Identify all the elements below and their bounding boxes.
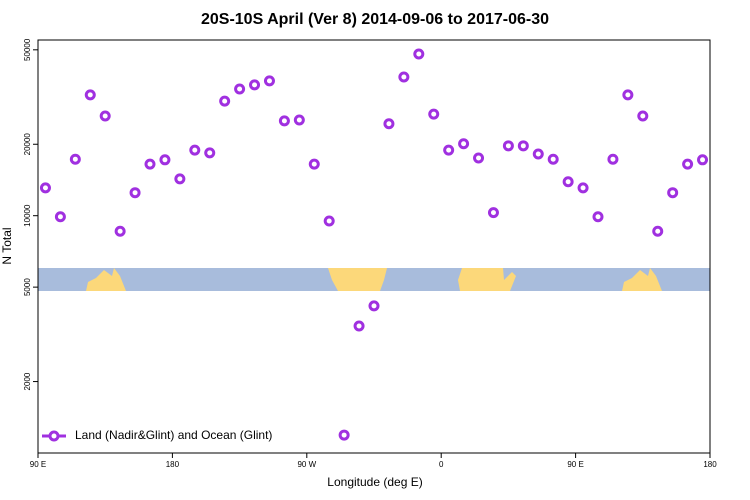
data-point — [129, 187, 141, 199]
y-tick-label: 5000 — [23, 278, 32, 296]
y-axis-label: N Total — [0, 227, 14, 264]
data-point — [323, 215, 335, 227]
data-point — [532, 148, 544, 160]
y-tick-label: 20000 — [23, 133, 32, 156]
y-tick-label: 2000 — [23, 372, 32, 390]
data-point — [398, 71, 410, 83]
land — [328, 268, 387, 291]
data-point — [592, 211, 604, 223]
data-point — [114, 225, 126, 237]
land — [458, 268, 516, 291]
data-point — [637, 110, 649, 122]
data-point — [338, 429, 350, 441]
data-point — [54, 211, 66, 223]
data-point — [562, 176, 574, 188]
data-point — [219, 95, 231, 107]
data-point — [69, 153, 81, 165]
data-point — [249, 79, 261, 91]
data-point — [353, 320, 365, 332]
legend-label: Land (Nadir&Glint) and Ocean (Glint) — [75, 428, 272, 442]
data-point — [682, 158, 694, 170]
land-ocean-map — [38, 268, 710, 291]
plot-frame — [37, 39, 711, 454]
data-point — [84, 89, 96, 101]
data-point — [473, 152, 485, 164]
x-axis-label: Longitude (deg E) — [327, 475, 422, 489]
x-tick-label: 90 E — [567, 460, 583, 469]
data-point — [383, 118, 395, 130]
y-tick-label: 50000 — [23, 38, 32, 61]
data-point — [652, 225, 664, 237]
data-point — [263, 75, 275, 87]
data-point — [667, 187, 679, 199]
data-point — [308, 158, 320, 170]
data-point — [293, 114, 305, 126]
x-tick-label: 90 W — [297, 460, 316, 469]
data-point — [622, 89, 634, 101]
data-point — [278, 115, 290, 127]
data-point — [487, 207, 499, 219]
land — [622, 268, 662, 291]
y-tick-label: 10000 — [23, 204, 32, 227]
data-point — [159, 154, 171, 166]
x-tick-label: 0 — [439, 460, 444, 469]
data-point — [234, 83, 246, 95]
legend-marker — [48, 430, 60, 442]
data-point — [368, 300, 380, 312]
chart-title: 20S-10S April (Ver 8) 2014-09-06 to 2017… — [201, 11, 549, 28]
data-point — [99, 110, 111, 122]
data-point — [144, 158, 156, 170]
x-tick-label: 180 — [166, 460, 180, 469]
x-tick-label: 180 — [703, 460, 717, 469]
data-point — [502, 140, 514, 152]
x-tick-label: 90 E — [30, 460, 46, 469]
data-point — [174, 173, 186, 185]
data-point — [458, 138, 470, 150]
land — [86, 268, 126, 291]
data-point — [204, 147, 216, 159]
data-point — [428, 108, 440, 120]
data-point — [189, 144, 201, 156]
data-point — [697, 154, 709, 166]
data-point — [607, 153, 619, 165]
data-point — [517, 140, 529, 152]
data-point — [443, 144, 455, 156]
data-point — [39, 182, 51, 194]
data-point — [413, 48, 425, 60]
data-point — [577, 182, 589, 194]
data-point — [547, 153, 559, 165]
